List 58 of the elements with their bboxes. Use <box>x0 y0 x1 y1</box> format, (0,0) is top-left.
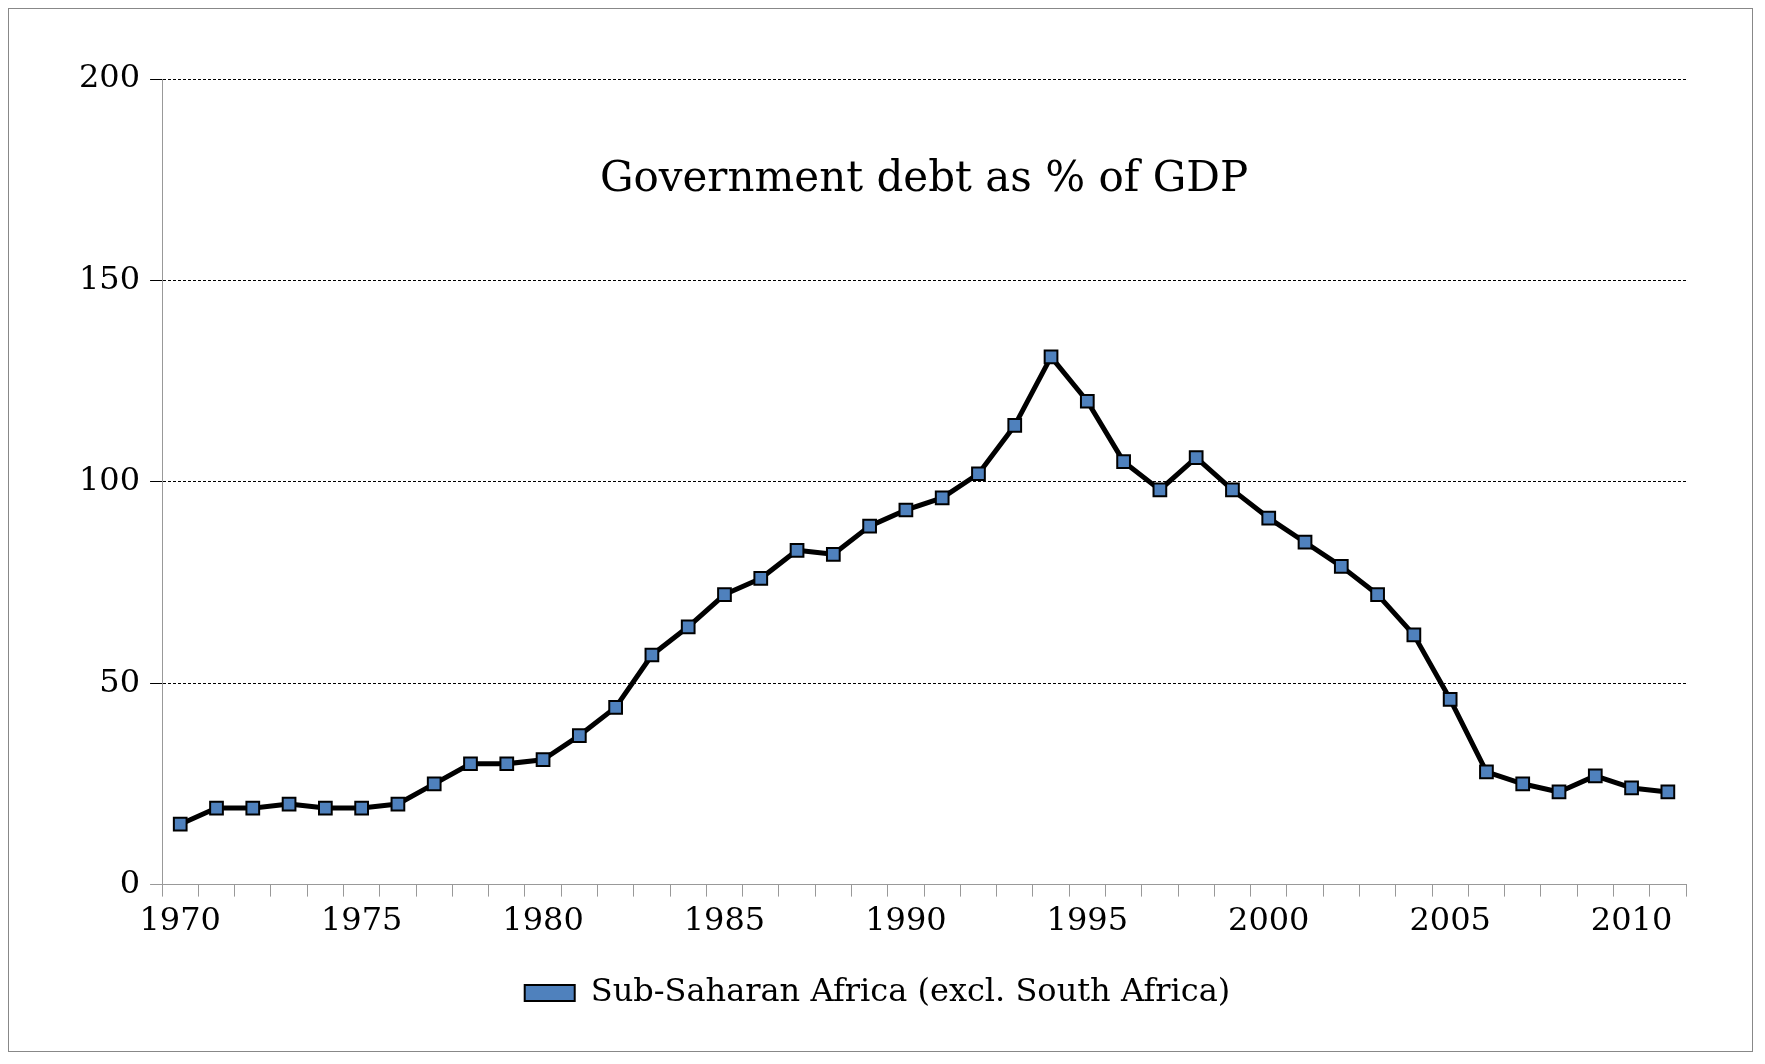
x-tick-label: 1995 <box>1046 900 1129 939</box>
y-tick-label: 200 <box>79 57 141 96</box>
point <box>281 796 297 812</box>
point <box>1406 627 1422 643</box>
point <box>825 546 841 562</box>
point <box>753 571 769 586</box>
point <box>1188 450 1204 465</box>
point <box>1551 784 1567 800</box>
point <box>1261 510 1277 526</box>
x-tick-label: 2010 <box>1590 900 1673 939</box>
point <box>390 796 406 812</box>
point <box>1479 764 1494 780</box>
point <box>1370 587 1385 602</box>
legend-label: Sub-Saharan Africa (excl. South Africa) <box>590 971 1231 1010</box>
point <box>789 542 805 558</box>
point <box>354 800 369 816</box>
y-tick-label: 50 <box>99 661 141 700</box>
point <box>862 518 877 534</box>
point <box>971 466 986 482</box>
point <box>1442 691 1458 707</box>
point <box>1297 534 1313 550</box>
point <box>644 647 660 663</box>
y-tick-label: 150 <box>79 258 141 297</box>
x-tick-label: 2000 <box>1228 900 1310 939</box>
point <box>934 490 950 506</box>
x-tick-label: 1980 <box>502 900 584 939</box>
y-tick-label: 0 <box>119 862 141 901</box>
point <box>608 700 623 715</box>
point <box>1624 780 1639 796</box>
point <box>317 800 333 816</box>
point <box>717 587 732 602</box>
point <box>898 502 914 518</box>
point <box>1515 776 1531 792</box>
point <box>1043 349 1059 365</box>
point <box>1116 454 1131 470</box>
x-tick-label: 1970 <box>139 900 221 939</box>
point <box>1660 784 1676 800</box>
point <box>1079 393 1095 409</box>
point <box>172 816 188 832</box>
x-tick-label: 1985 <box>683 900 766 939</box>
point <box>1152 482 1168 498</box>
point <box>680 619 696 635</box>
point <box>1007 418 1023 433</box>
point <box>1587 768 1603 784</box>
point <box>499 756 515 772</box>
x-tick-label: 1975 <box>320 900 403 939</box>
point <box>209 800 224 816</box>
point <box>1225 482 1240 498</box>
x-tick-label: 2005 <box>1409 900 1491 939</box>
point <box>463 756 478 772</box>
point <box>571 728 587 743</box>
y-tick-label: 100 <box>79 460 141 499</box>
point <box>426 776 442 792</box>
point <box>1333 559 1349 574</box>
point <box>245 800 261 816</box>
text: Government debt as % of GDP <box>599 151 1249 201</box>
point <box>535 752 551 768</box>
x-tick-label: 1990 <box>865 900 947 939</box>
